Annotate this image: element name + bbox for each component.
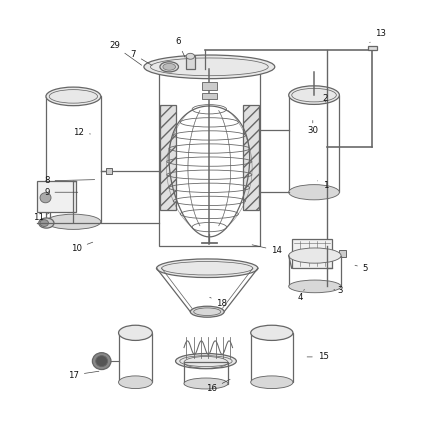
Text: 3: 3 xyxy=(334,286,343,295)
Bar xyxy=(243,105,259,210)
Bar xyxy=(37,181,76,212)
Bar xyxy=(119,333,152,382)
Text: 6: 6 xyxy=(175,37,185,57)
Ellipse shape xyxy=(251,376,293,388)
Bar xyxy=(202,93,217,99)
Text: 15: 15 xyxy=(307,352,329,361)
Ellipse shape xyxy=(289,86,339,105)
Ellipse shape xyxy=(160,62,178,72)
Text: 5: 5 xyxy=(355,264,369,273)
Text: 7: 7 xyxy=(131,50,152,65)
Ellipse shape xyxy=(157,259,258,278)
Bar xyxy=(339,250,346,257)
Text: 11: 11 xyxy=(33,213,49,222)
Bar xyxy=(106,168,112,174)
Bar xyxy=(159,69,260,246)
Ellipse shape xyxy=(46,214,101,230)
Ellipse shape xyxy=(163,63,175,70)
Ellipse shape xyxy=(190,306,224,317)
Bar xyxy=(46,96,101,222)
Text: 2: 2 xyxy=(323,94,328,103)
Bar xyxy=(289,95,339,192)
Bar xyxy=(368,46,377,50)
Bar xyxy=(159,105,175,210)
Ellipse shape xyxy=(46,87,101,106)
Text: 10: 10 xyxy=(71,242,93,253)
Text: 1: 1 xyxy=(317,181,328,190)
Ellipse shape xyxy=(40,193,51,203)
Text: 16: 16 xyxy=(206,379,230,394)
Text: 17: 17 xyxy=(68,371,99,380)
Ellipse shape xyxy=(186,53,194,59)
Ellipse shape xyxy=(289,248,341,263)
Text: 13: 13 xyxy=(370,28,386,42)
Ellipse shape xyxy=(40,220,48,227)
Ellipse shape xyxy=(175,354,236,369)
Ellipse shape xyxy=(39,218,54,228)
Text: 12: 12 xyxy=(73,128,91,137)
Bar xyxy=(289,255,341,286)
Bar xyxy=(202,82,217,90)
Text: 30: 30 xyxy=(307,120,318,135)
Ellipse shape xyxy=(92,353,111,370)
Ellipse shape xyxy=(251,325,293,340)
Ellipse shape xyxy=(184,378,228,389)
Text: 9: 9 xyxy=(44,188,78,197)
Ellipse shape xyxy=(119,376,152,388)
Bar xyxy=(184,363,228,383)
Text: 8: 8 xyxy=(44,176,95,185)
Text: 4: 4 xyxy=(297,289,304,302)
Ellipse shape xyxy=(96,356,107,367)
Bar xyxy=(292,239,332,268)
Text: 29: 29 xyxy=(109,41,142,65)
Ellipse shape xyxy=(144,55,275,79)
Text: 18: 18 xyxy=(210,298,227,308)
Text: 14: 14 xyxy=(252,245,282,255)
Ellipse shape xyxy=(289,280,341,293)
Bar xyxy=(186,56,194,69)
Ellipse shape xyxy=(119,325,152,340)
Bar xyxy=(251,333,293,382)
Ellipse shape xyxy=(289,184,339,200)
